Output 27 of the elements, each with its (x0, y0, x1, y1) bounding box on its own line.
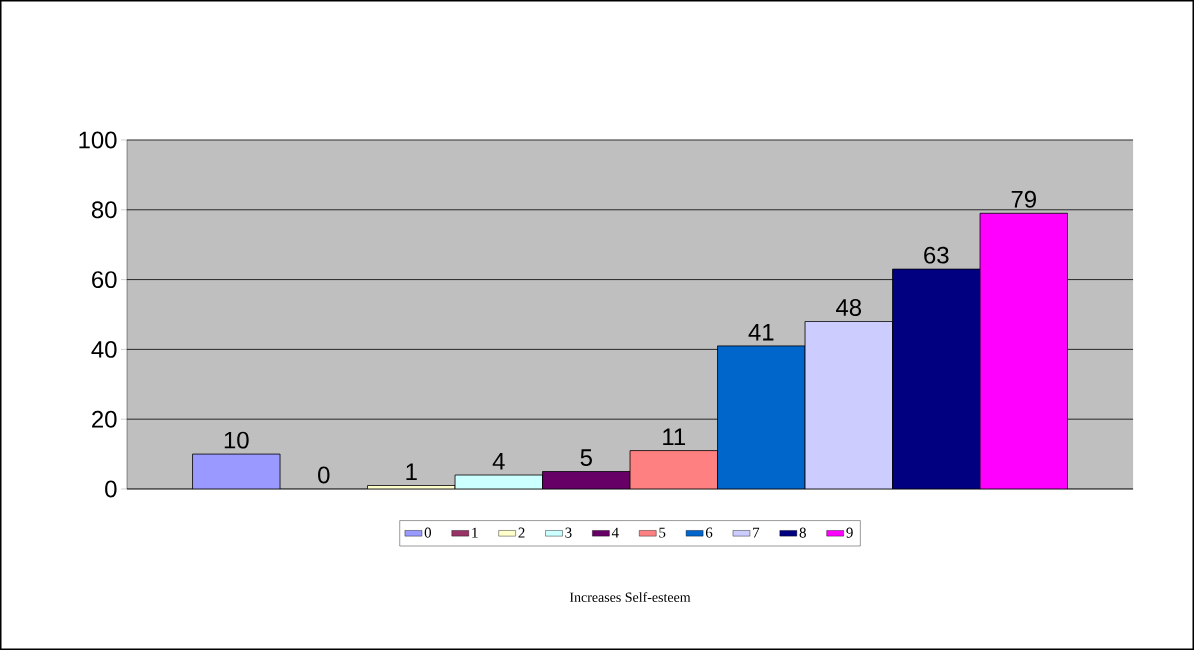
legend-label: 1 (472, 527, 478, 538)
legend-label: 7 (753, 527, 760, 538)
y-tick-label: 60 (92, 271, 117, 289)
legend-label: 3 (565, 527, 572, 538)
y-tick-label: 20 (92, 410, 117, 428)
data-label: 4 (492, 453, 505, 470)
y-tick-label: 80 (91, 201, 117, 219)
legend-label: 6 (705, 527, 713, 538)
data-label: 11 (663, 428, 686, 446)
y-tick-label: 40 (91, 340, 117, 358)
legend-label: 8 (799, 527, 806, 538)
legend-label: 9 (846, 527, 853, 538)
y-tick-label: 0 (105, 480, 117, 498)
legend-label: 4 (611, 527, 619, 538)
text: 0 (318, 466, 330, 484)
data-label: 5 (580, 449, 592, 467)
data-label: 10 (224, 431, 249, 449)
data-label: 41 (748, 323, 774, 341)
legend-label: 0 (424, 527, 432, 538)
data-label: 79 (1011, 190, 1036, 208)
data-label: 1 (406, 463, 417, 480)
y-tick-label: 100 (79, 131, 117, 149)
data-label: 48 (836, 299, 862, 316)
data-label: 63 (924, 246, 949, 264)
legend-label: 5 (659, 527, 666, 538)
text: Increases Self-esteem (569, 592, 691, 602)
legend-label: 2 (518, 527, 525, 538)
